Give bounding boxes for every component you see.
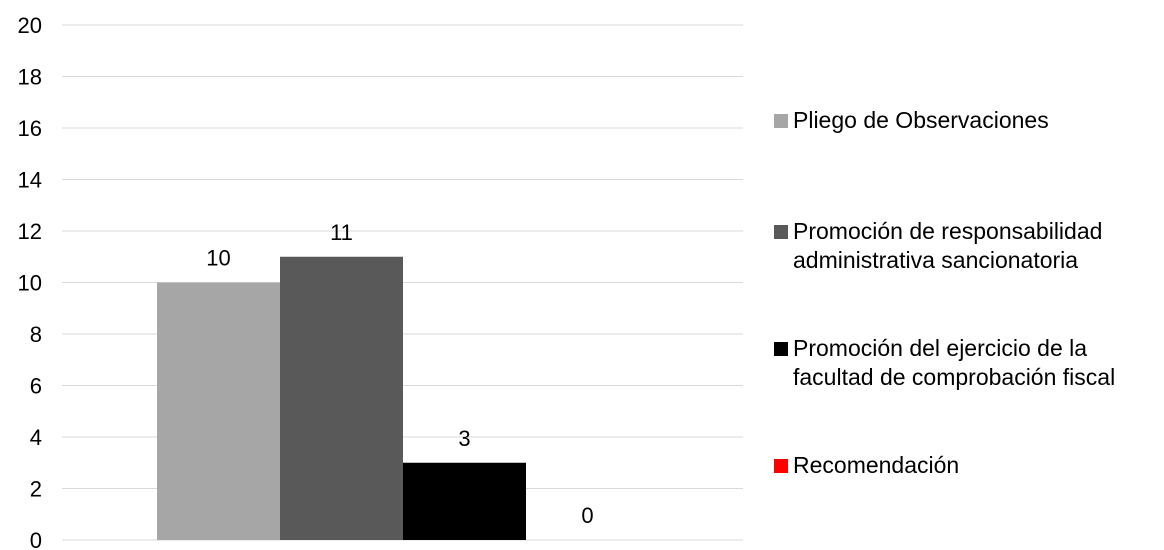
y-tick-label: 4 — [30, 425, 42, 450]
y-tick-label: 12 — [18, 219, 42, 244]
y-tick-label: 8 — [30, 322, 42, 347]
data-label-series-3: 3 — [458, 426, 470, 451]
y-tick-label: 14 — [18, 168, 42, 193]
legend-swatch-recomendacion — [774, 459, 788, 473]
legend-label-comprobacion: Promoción del ejercicio de la facultad d… — [793, 335, 1116, 390]
y-tick-label: 2 — [30, 477, 42, 502]
data-labels: 10 11 3 0 — [206, 220, 593, 528]
legend-swatch-comprobacion — [774, 342, 788, 356]
y-axis-tick-labels: 0 2 4 6 8 10 12 14 16 18 20 — [18, 13, 42, 550]
bar-series-3 — [403, 462, 526, 540]
data-label-series-4: 0 — [581, 503, 593, 528]
data-label-series-1: 10 — [206, 246, 230, 271]
y-tick-label: 16 — [18, 116, 42, 141]
y-tick-label: 18 — [18, 65, 42, 90]
legend-label-recomendacion: Recomendación — [793, 452, 960, 478]
legend-item-pliego: Pliego de Observaciones — [774, 106, 1160, 135]
legend-swatch-pliego — [774, 114, 788, 128]
y-tick-label: 20 — [18, 13, 42, 38]
legend-label-pliego: Pliego de Observaciones — [793, 107, 1049, 133]
legend-item-comprobacion: Promoción del ejercicio de la facultad d… — [774, 334, 1160, 392]
bar-series-1 — [157, 282, 280, 540]
legend-swatch-responsabilidad — [774, 225, 788, 239]
legend-item-recomendacion: Recomendación — [774, 451, 1160, 480]
bar-series-2 — [280, 256, 403, 540]
bars — [157, 256, 526, 540]
y-tick-label: 10 — [18, 271, 42, 296]
legend-label-responsabilidad: Promoción de responsabilidad administrat… — [793, 218, 1103, 273]
y-tick-label: 6 — [30, 374, 42, 399]
data-label-series-2: 11 — [330, 220, 353, 245]
y-tick-label: 0 — [30, 528, 42, 550]
legend-item-responsabilidad: Promoción de responsabilidad administrat… — [774, 217, 1160, 275]
